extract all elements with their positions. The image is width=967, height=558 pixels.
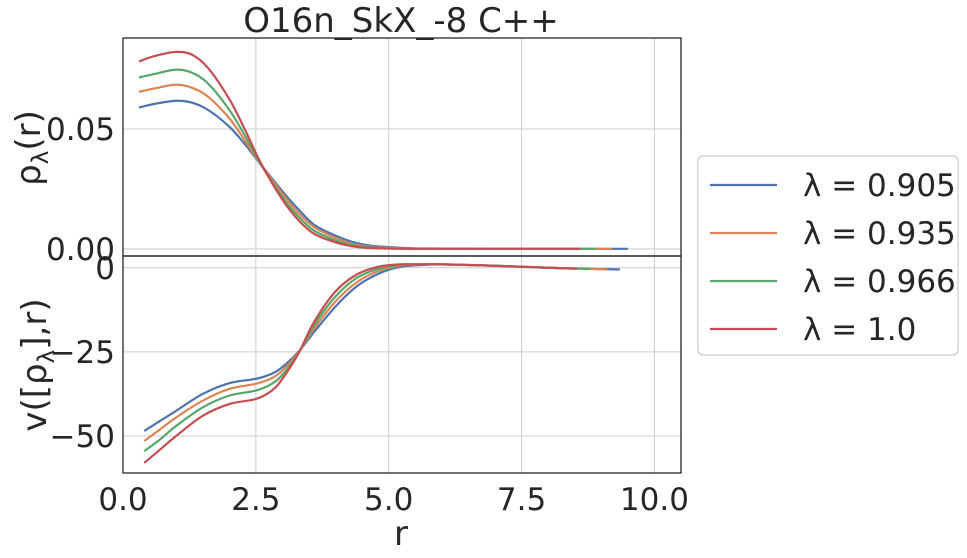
bot-series-line-1 <box>143 263 609 442</box>
legend-label: λ = 0.905 <box>803 168 956 204</box>
top-y-axis-label: ρλ(r) <box>9 110 54 186</box>
top-series-line-1 <box>138 83 612 250</box>
x-tick-label: 7.5 <box>497 482 546 518</box>
top-grid <box>122 38 681 256</box>
chart-title: O16n_SkX_-8 C++ <box>243 1 559 41</box>
bottom-ylabel-tail: ],r) <box>15 298 55 349</box>
x-tick-label: 10.0 <box>620 482 689 518</box>
top-ylabel-tail: (r) <box>9 110 49 151</box>
top-y-tick-label: 0.00 <box>46 232 115 268</box>
bottom-ylabel-base: v([ρ <box>15 363 55 431</box>
bot-series-line-3 <box>143 263 578 464</box>
bottom-x-tick-labels: 0.0 2.5 5.0 7.5 10.0 <box>98 482 689 518</box>
x-tick-label: 5.0 <box>364 482 413 518</box>
legend-label: λ = 0.935 <box>803 216 956 252</box>
bot-y-tick-label: −25 <box>50 335 115 371</box>
top-series-line-3 <box>138 50 581 250</box>
legend-label: λ = 1.0 <box>803 312 916 348</box>
top-y-tick-labels: 0.00 0.05 <box>46 112 115 268</box>
top-ylabel-sub: λ <box>28 151 54 165</box>
bottom-y-axis-label: v([ρλ],r) <box>15 298 60 431</box>
top-series-lines <box>138 50 628 250</box>
top-ylabel-base: ρ <box>9 164 49 186</box>
bottom-y-tick-labels: 0 −25 −50 <box>50 251 115 455</box>
top-panel: 0.00 0.05 ρλ(r) <box>9 37 682 268</box>
bot-series-line-0 <box>143 263 620 432</box>
x-axis-label: r <box>394 514 408 554</box>
bottom-panel: 0 −25 −50 0.0 2.5 5.0 7.5 10.0 v([ρλ],r) r <box>15 251 689 554</box>
legend: λ = 0.905 λ = 0.935 λ = 0.966 λ = 1.0 <box>697 155 959 356</box>
bottom-plot-frame <box>122 255 682 474</box>
bot-y-tick-label: 0 <box>95 251 115 287</box>
bottom-ylabel-sub: λ <box>34 350 60 364</box>
bot-series-line-2 <box>143 263 591 453</box>
bottom-grid <box>122 256 681 473</box>
legend-label: λ = 0.966 <box>803 264 956 300</box>
bottom-series-lines <box>143 263 620 464</box>
legend-box <box>697 155 959 356</box>
bot-y-tick-label: −50 <box>50 419 115 455</box>
x-tick-label: 2.5 <box>231 482 280 518</box>
top-plot-frame <box>122 37 682 257</box>
top-y-tick-label: 0.05 <box>46 112 115 148</box>
legend-items: λ = 0.905 λ = 0.935 λ = 0.966 λ = 1.0 <box>710 168 956 348</box>
top-series-line-0 <box>138 99 628 250</box>
x-tick-label: 0.0 <box>98 482 147 518</box>
